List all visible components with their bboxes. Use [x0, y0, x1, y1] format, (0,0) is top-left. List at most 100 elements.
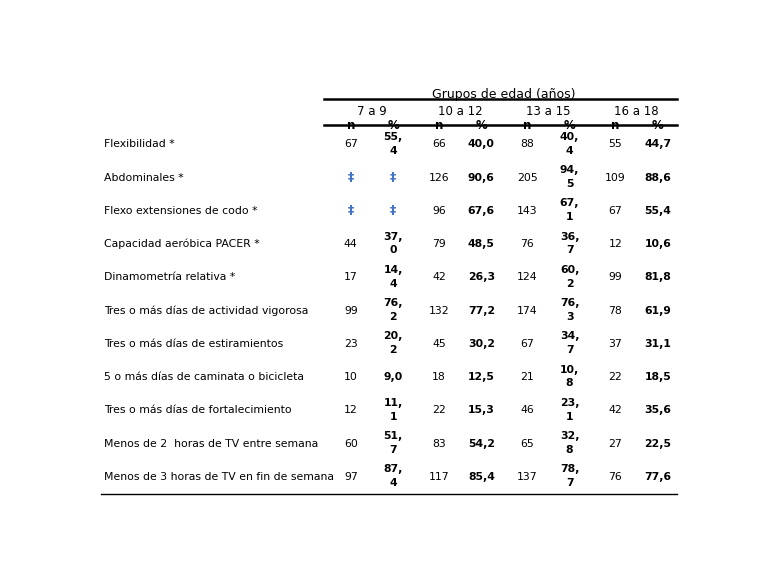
Text: 4: 4 [389, 478, 397, 488]
Text: 51,: 51, [383, 431, 403, 441]
Text: 4: 4 [389, 279, 397, 289]
Text: 45: 45 [432, 339, 446, 349]
Text: 124: 124 [517, 272, 537, 282]
Text: ‡: ‡ [390, 204, 396, 217]
Text: 21: 21 [521, 372, 534, 382]
Text: 66: 66 [432, 139, 446, 149]
Text: Tres o más días de actividad vigorosa: Tres o más días de actividad vigorosa [104, 305, 308, 316]
Text: 2: 2 [565, 279, 573, 289]
Text: 10,: 10, [560, 365, 579, 374]
Text: 137: 137 [517, 472, 537, 482]
Text: 76,: 76, [383, 298, 403, 308]
Text: 15,3: 15,3 [468, 406, 495, 415]
Text: 36,: 36, [560, 232, 579, 241]
Text: 78: 78 [609, 306, 622, 316]
Text: 1: 1 [389, 412, 397, 422]
Text: 4: 4 [389, 146, 397, 156]
Text: 7: 7 [565, 245, 573, 255]
Text: 205: 205 [517, 173, 537, 183]
Text: 1: 1 [565, 412, 573, 422]
Text: Menos de 3 horas de TV en fin de semana: Menos de 3 horas de TV en fin de semana [104, 472, 334, 482]
Text: 8: 8 [565, 445, 573, 455]
Text: 55,: 55, [383, 132, 403, 142]
Text: 67: 67 [521, 339, 534, 349]
Text: 9,0: 9,0 [383, 372, 403, 382]
Text: 40,0: 40,0 [468, 139, 495, 149]
Text: Abdominales *: Abdominales * [104, 173, 184, 183]
Text: 22,5: 22,5 [644, 439, 671, 449]
Text: 88: 88 [521, 139, 534, 149]
Text: 67,: 67, [560, 198, 579, 209]
Text: Flexo extensiones de codo *: Flexo extensiones de codo * [104, 206, 257, 216]
Text: Dinamometría relativa *: Dinamometría relativa * [104, 272, 235, 282]
Text: 10,6: 10,6 [644, 239, 671, 249]
Text: n: n [611, 119, 619, 132]
Text: 96: 96 [432, 206, 446, 216]
Text: 132: 132 [429, 306, 449, 316]
Text: n: n [523, 119, 531, 132]
Text: Tres o más días de estiramientos: Tres o más días de estiramientos [104, 339, 283, 349]
Text: 12: 12 [344, 406, 357, 415]
Text: 46: 46 [521, 406, 534, 415]
Text: Grupos de edad (años): Grupos de edad (años) [432, 88, 575, 101]
Text: 48,5: 48,5 [468, 239, 495, 249]
Text: 81,8: 81,8 [644, 272, 671, 282]
Text: n: n [435, 119, 443, 132]
Text: 22: 22 [432, 406, 446, 415]
Text: 12,5: 12,5 [468, 372, 495, 382]
Text: 76: 76 [521, 239, 534, 249]
Text: 11,: 11, [383, 398, 403, 408]
Text: 0: 0 [389, 245, 397, 255]
Text: 67,6: 67,6 [468, 206, 495, 216]
Text: Capacidad aeróbica PACER *: Capacidad aeróbica PACER * [104, 239, 260, 249]
Text: 60,: 60, [560, 265, 579, 275]
Text: ‡: ‡ [390, 171, 396, 184]
Text: Flexibilidad *: Flexibilidad * [104, 139, 175, 149]
Text: %: % [387, 119, 399, 132]
Text: 99: 99 [609, 272, 622, 282]
Text: ‡: ‡ [348, 171, 354, 184]
Text: 126: 126 [429, 173, 449, 183]
Text: 30,2: 30,2 [468, 339, 495, 349]
Text: 61,9: 61,9 [644, 306, 671, 316]
Text: 18: 18 [432, 372, 446, 382]
Text: 31,1: 31,1 [644, 339, 671, 349]
Text: 77,2: 77,2 [468, 306, 495, 316]
Text: 13 a 15: 13 a 15 [526, 105, 571, 118]
Text: 143: 143 [517, 206, 537, 216]
Text: 78,: 78, [560, 464, 579, 475]
Text: Tres o más días de fortalecimiento: Tres o más días de fortalecimiento [104, 406, 291, 415]
Text: %: % [475, 119, 487, 132]
Text: 54,2: 54,2 [468, 439, 495, 449]
Text: 12: 12 [609, 239, 622, 249]
Text: 27: 27 [609, 439, 622, 449]
Text: 2: 2 [389, 345, 397, 355]
Text: 10 a 12: 10 a 12 [438, 105, 483, 118]
Text: 37,: 37, [383, 232, 403, 241]
Text: 60: 60 [344, 439, 357, 449]
Text: 2: 2 [389, 312, 397, 322]
Text: 26,3: 26,3 [468, 272, 495, 282]
Text: ‡: ‡ [348, 204, 354, 217]
Text: 76: 76 [609, 472, 622, 482]
Text: 117: 117 [429, 472, 449, 482]
Text: 32,: 32, [560, 431, 579, 441]
Text: 4: 4 [565, 146, 573, 156]
Text: 85,4: 85,4 [468, 472, 495, 482]
Text: 79: 79 [432, 239, 446, 249]
Text: %: % [564, 119, 575, 132]
Text: 23: 23 [344, 339, 357, 349]
Text: 94,: 94, [560, 165, 579, 175]
Text: 35,6: 35,6 [644, 406, 671, 415]
Text: 14,: 14, [383, 265, 403, 275]
Text: n: n [347, 119, 355, 132]
Text: 3: 3 [565, 312, 573, 322]
Text: 7: 7 [565, 478, 573, 488]
Text: 44: 44 [344, 239, 357, 249]
Text: 8: 8 [565, 378, 573, 388]
Text: 5: 5 [565, 179, 573, 189]
Text: 55,4: 55,4 [644, 206, 671, 216]
Text: 42: 42 [432, 272, 446, 282]
Text: 99: 99 [344, 306, 357, 316]
Text: 44,7: 44,7 [644, 139, 672, 149]
